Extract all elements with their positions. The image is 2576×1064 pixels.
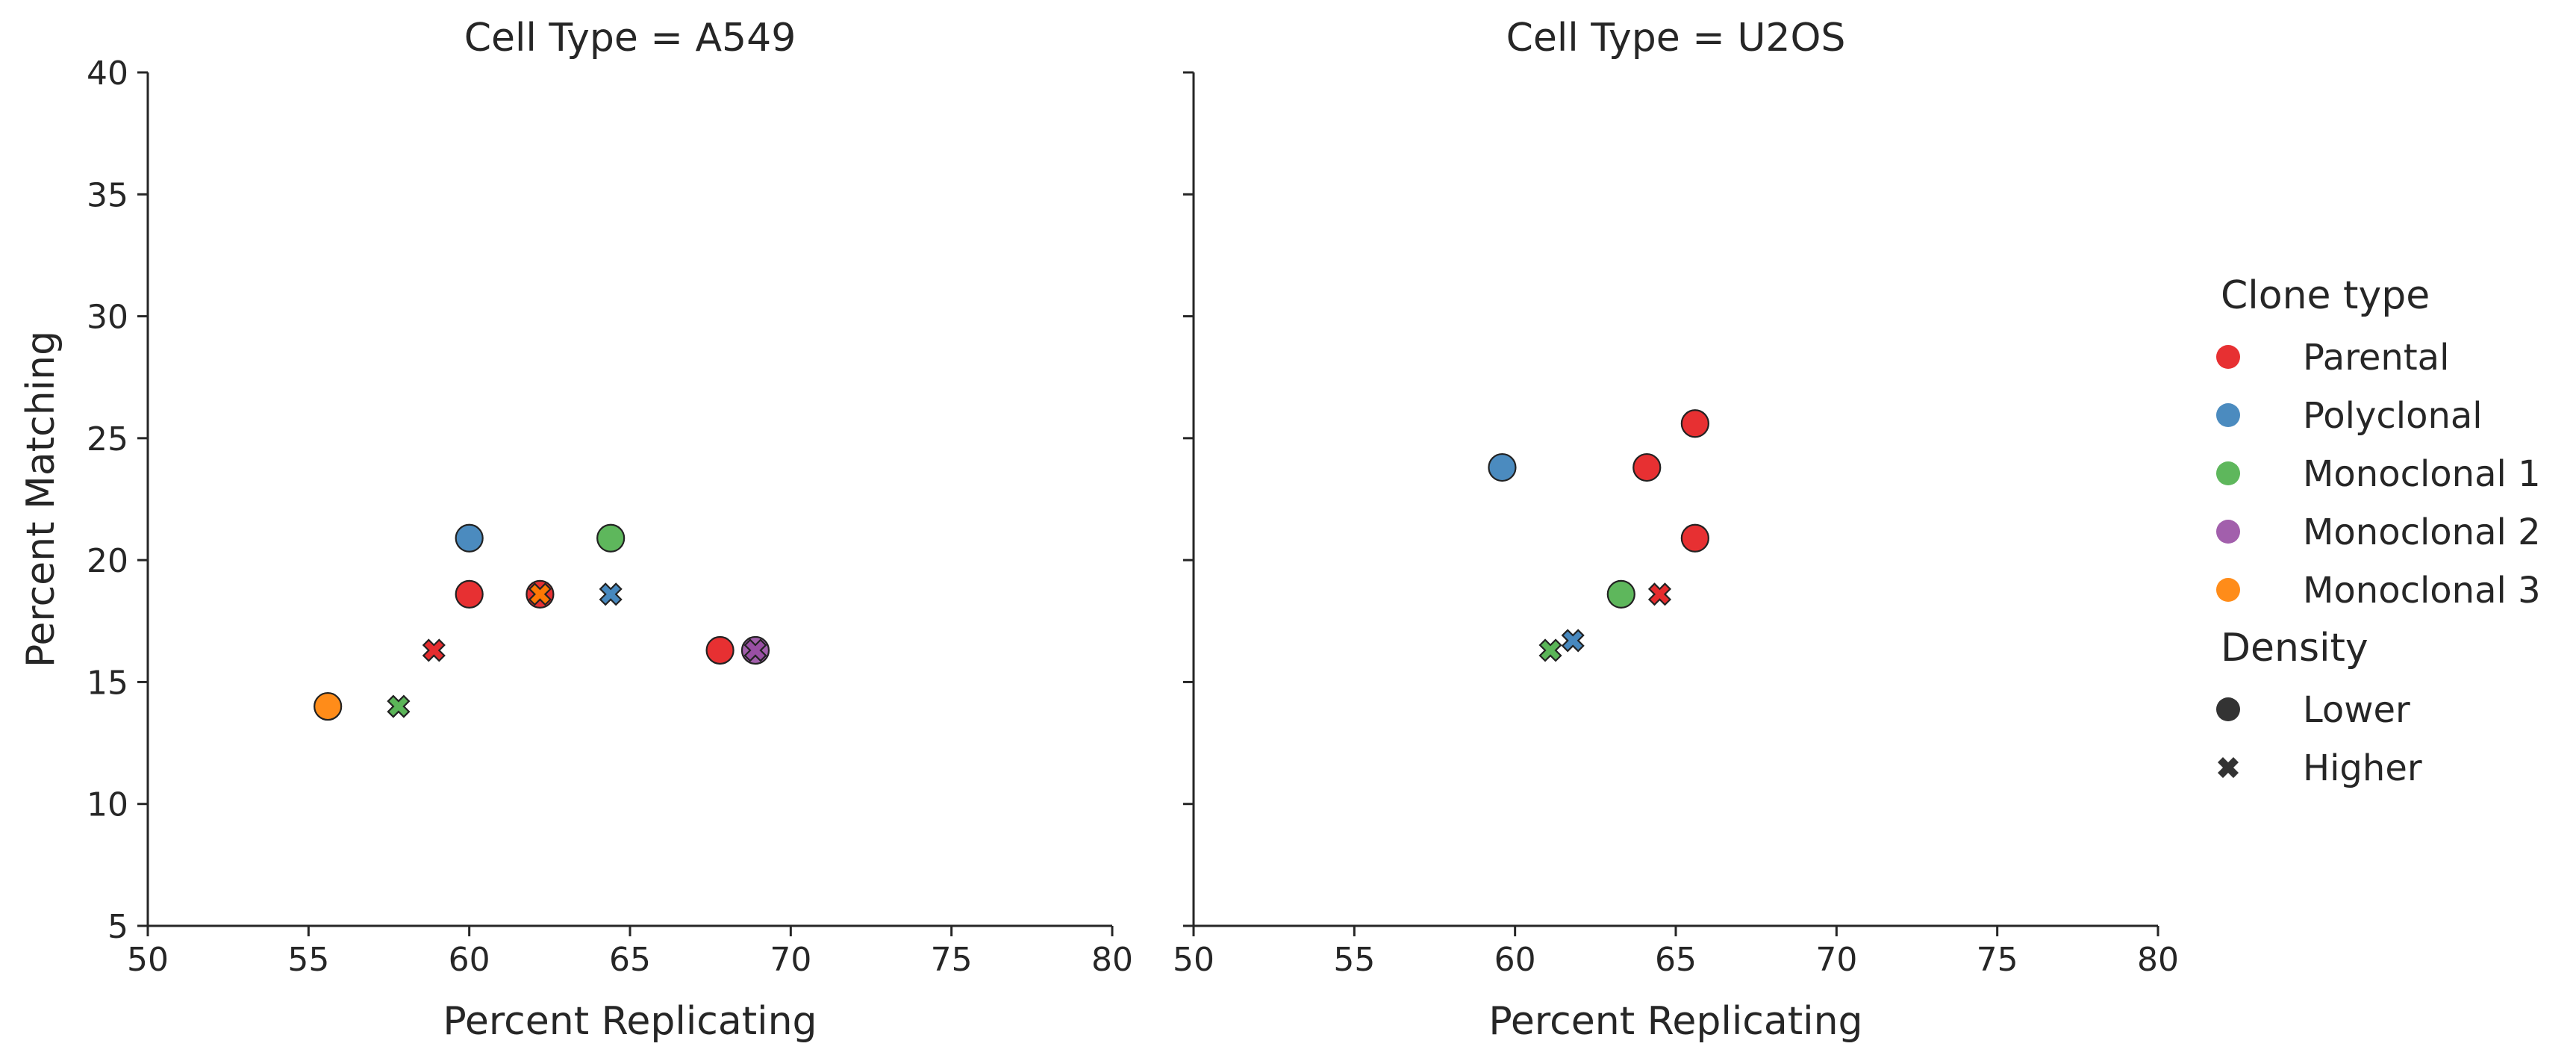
legend-marker-monoclonal-1 <box>2216 461 2240 485</box>
x-tick-label: 50 <box>127 941 169 979</box>
legend-marker-polyclonal <box>2216 403 2240 427</box>
data-point-marker-x <box>387 694 411 718</box>
legend-title-density: Density <box>2221 626 2368 671</box>
legend-label-clone: Monoclonal 1 <box>2303 453 2541 495</box>
data-point-marker-x <box>1538 638 1562 662</box>
x-axis-label: Percent Replicating <box>1488 999 1862 1044</box>
data-point-marker-circle <box>705 635 735 665</box>
y-tick-label: 40 <box>87 55 128 93</box>
panel-u2os: Cell Type = U2OS 50 55 60 65 70 75 80 Percent Re… <box>1173 16 2179 1044</box>
y-tick-label: 25 <box>87 420 128 458</box>
legend-label-density: Lower <box>2303 689 2410 731</box>
x-tick-label: 65 <box>1655 941 1697 979</box>
data-point-marker-circle <box>1488 452 1517 482</box>
legend-label-density: Higher <box>2303 747 2422 789</box>
legend-label-clone: Monoclonal 2 <box>2303 511 2541 553</box>
x-tick-label: 80 <box>2137 941 2179 979</box>
data-point-marker-x <box>422 638 446 662</box>
x-tick-label: 70 <box>770 941 811 979</box>
data-point-marker-circle <box>455 579 484 609</box>
legend-marker-lower <box>2216 697 2240 721</box>
data-point-marker-circle <box>1632 452 1662 482</box>
data-point-marker-x <box>528 582 552 606</box>
data-point-marker-x <box>743 638 767 662</box>
legend-label-clone: Parental <box>2303 337 2449 379</box>
data-point-marker-circle <box>1680 523 1709 553</box>
data-point-marker-x <box>1647 582 1672 606</box>
data-point-marker-circle <box>455 523 484 553</box>
data-point-marker-x <box>599 582 623 606</box>
legend-title-clone: Clone type <box>2221 273 2430 318</box>
x-tick-label: 80 <box>1091 941 1133 979</box>
legend-label-clone: Monoclonal 3 <box>2303 570 2541 612</box>
y-tick-label: 10 <box>87 786 128 824</box>
y-tick-label: 20 <box>87 542 128 580</box>
panel-title: Cell Type = U2OS <box>1506 16 1846 60</box>
legend-marker-parental <box>2216 345 2240 369</box>
data-point-marker-x <box>1561 629 1585 653</box>
y-tick-label: 5 <box>107 908 128 946</box>
y-axis-label: Percent Matching <box>19 331 63 668</box>
legend: Clone type Parental Polyclonal Monoclonal 1… <box>2216 273 2541 789</box>
data-point-marker-circle <box>596 523 626 553</box>
x-tick-label: 65 <box>609 941 651 979</box>
data-point-marker-circle <box>1606 579 1635 609</box>
y-tick-label: 30 <box>87 299 128 337</box>
panel-a549: Cell Type = A549 50 55 60 65 70 75 80 5 10 15 20 25 3… <box>19 16 1133 1044</box>
x-tick-label: 60 <box>1494 941 1536 979</box>
y-tick-label: 35 <box>87 176 128 214</box>
x-tick-label: 75 <box>931 941 973 979</box>
x-tick-label: 70 <box>1815 941 1857 979</box>
legend-label-clone: Polyclonal <box>2303 395 2483 437</box>
legend-marker-monoclonal-3 <box>2216 578 2240 602</box>
x-axis-label: Percent Replicating <box>443 999 817 1044</box>
data-point-marker-circle <box>314 691 343 721</box>
y-tick-label: 15 <box>87 664 128 702</box>
x-tick-label: 50 <box>1173 941 1214 979</box>
x-tick-label: 55 <box>1333 941 1375 979</box>
x-tick-label: 60 <box>449 941 490 979</box>
x-tick-label: 55 <box>287 941 329 979</box>
panel-title: Cell Type = A549 <box>464 16 796 60</box>
legend-marker-higher <box>2218 757 2239 778</box>
data-point-marker-circle <box>1680 409 1709 438</box>
x-tick-label: 75 <box>1977 941 2018 979</box>
legend-marker-monoclonal-2 <box>2216 520 2240 544</box>
